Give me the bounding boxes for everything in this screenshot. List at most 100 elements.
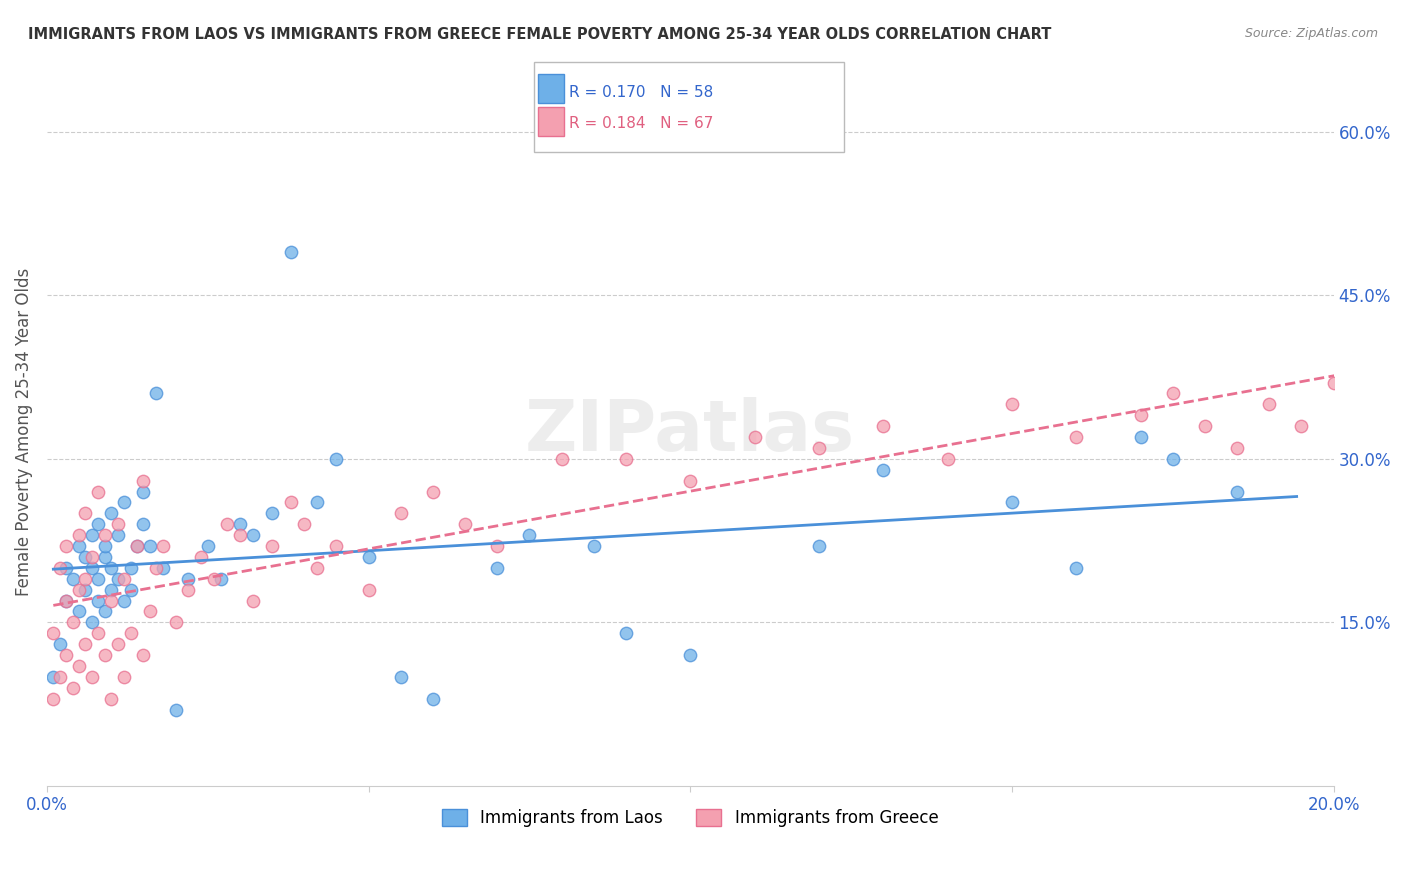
Point [94,604,117,618]
Point [1001,495,1024,509]
Point [486,561,509,575]
Point [872,419,894,434]
Point [422,484,444,499]
Point [87,626,110,640]
Point [55,648,77,662]
Point [1323,376,1346,390]
Point [55,593,77,607]
Point [165,615,187,630]
Point [80,561,103,575]
Point [152,561,174,575]
Point [550,451,572,466]
Point [112,495,135,509]
Point [87,593,110,607]
Point [100,561,122,575]
Point [120,561,142,575]
Point [177,572,200,586]
Point [112,670,135,684]
Point [1064,561,1087,575]
Point [292,517,315,532]
Point [62,681,84,695]
Point [307,495,329,509]
Point [190,549,212,564]
Point [389,506,412,520]
Point [357,549,380,564]
Point [486,539,509,553]
Point [42,691,65,706]
Point [422,691,444,706]
Point [165,702,187,716]
Point [519,528,541,542]
Point [100,593,122,607]
Point [132,517,155,532]
Point [1194,419,1216,434]
Point [67,604,90,618]
Point [80,615,103,630]
Point [177,582,200,597]
Point [202,572,225,586]
Point [1161,451,1184,466]
Point [120,626,142,640]
Point [357,582,380,597]
Point [262,506,284,520]
Point [80,670,103,684]
Point [1064,430,1087,444]
Text: R = 0.184   N = 67: R = 0.184 N = 67 [569,116,714,131]
Text: Source: ZipAtlas.com: Source: ZipAtlas.com [1244,27,1378,40]
Point [107,637,129,651]
Point [229,517,252,532]
Point [120,582,142,597]
Point [107,572,129,586]
Point [94,528,117,542]
Point [112,593,135,607]
Point [152,539,174,553]
Point [614,451,637,466]
Point [145,386,167,401]
Point [125,539,148,553]
Text: ZIPatlas: ZIPatlas [526,397,855,467]
Point [94,549,117,564]
Point [807,441,830,455]
Point [94,648,117,662]
Point [614,626,637,640]
Point [42,670,65,684]
Point [145,561,167,575]
Text: R = 0.170   N = 58: R = 0.170 N = 58 [569,85,714,100]
Point [55,593,77,607]
Point [62,615,84,630]
Point [112,572,135,586]
Point [139,539,162,553]
Point [325,451,347,466]
Point [139,604,162,618]
Point [80,549,103,564]
Point [242,528,264,542]
Legend: Immigrants from Laos, Immigrants from Greece: Immigrants from Laos, Immigrants from Gr… [436,803,945,834]
Point [325,539,347,553]
Point [389,670,412,684]
Point [132,474,155,488]
Point [679,474,702,488]
Point [242,593,264,607]
Point [307,561,329,575]
Point [100,506,122,520]
Point [75,572,97,586]
Point [67,582,90,597]
Point [132,648,155,662]
Point [229,528,252,542]
Point [132,484,155,499]
Point [94,539,117,553]
Point [215,517,238,532]
Point [679,648,702,662]
Point [42,626,65,640]
Text: IMMIGRANTS FROM LAOS VS IMMIGRANTS FROM GREECE FEMALE POVERTY AMONG 25-34 YEAR O: IMMIGRANTS FROM LAOS VS IMMIGRANTS FROM … [28,27,1052,42]
Point [582,539,605,553]
Point [209,572,232,586]
Point [80,528,103,542]
Point [49,561,72,575]
Point [1161,386,1184,401]
Point [55,539,77,553]
Point [1226,441,1249,455]
Point [75,582,97,597]
Point [936,451,959,466]
Point [197,539,219,553]
